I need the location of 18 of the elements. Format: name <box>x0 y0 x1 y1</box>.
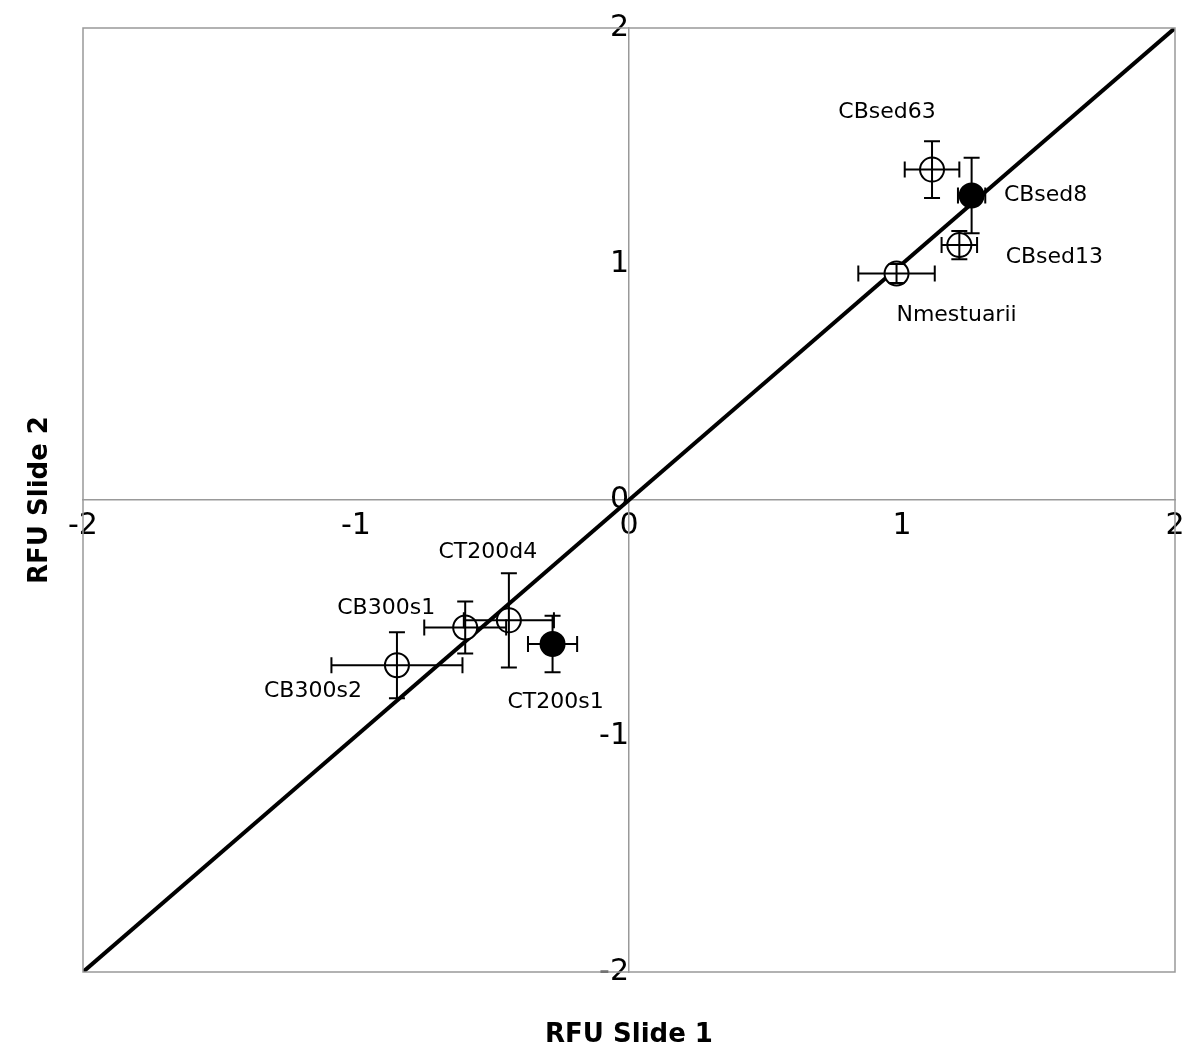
y-tick-label: 2 <box>609 7 629 43</box>
x-axis-title: RFU Slide 1 <box>545 1017 713 1048</box>
y-axis-title: RFU Slide 2 <box>22 416 53 584</box>
annotation: Nmestuarii <box>896 301 1017 327</box>
annotation: CT200s1 <box>507 687 604 713</box>
x-tick-label: -2 <box>68 505 98 541</box>
annotation: CBsed8 <box>1003 181 1088 207</box>
y-tick-label: -2 <box>599 951 629 987</box>
x-tick-label: -1 <box>341 505 371 541</box>
annotation: CB300s2 <box>264 676 362 702</box>
annotation: CBsed63 <box>838 98 936 124</box>
annotation: CT200d4 <box>438 538 538 564</box>
y-tick-label: 1 <box>609 243 629 279</box>
annotation: CBsed13 <box>1005 242 1104 268</box>
y-tick-label: -1 <box>599 715 629 751</box>
annotation: CB300s1 <box>337 594 436 620</box>
x-tick-label: 1 <box>892 505 912 541</box>
x-tick-label: 2 <box>1165 505 1185 541</box>
